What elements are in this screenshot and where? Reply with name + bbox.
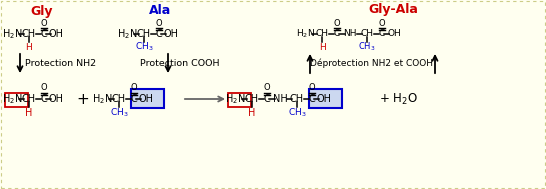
- Text: CH: CH: [360, 29, 373, 39]
- Text: $\mathsf{H_2N}$: $\mathsf{H_2N}$: [225, 92, 245, 106]
- Text: C: C: [334, 29, 340, 39]
- Text: Gly-Ala: Gly-Ala: [368, 2, 418, 15]
- Text: C: C: [40, 94, 48, 104]
- Text: O: O: [334, 19, 340, 28]
- Bar: [309, 89, 342, 108]
- Text: Protection COOH: Protection COOH: [140, 59, 219, 67]
- Text: C: C: [308, 94, 316, 104]
- Text: C: C: [156, 29, 162, 39]
- Text: OH: OH: [317, 94, 331, 104]
- Text: O: O: [130, 84, 137, 92]
- Text: NH: NH: [272, 94, 287, 104]
- Bar: [228, 93, 251, 107]
- Text: $\mathsf{CH_3}$: $\mathsf{CH_3}$: [135, 41, 153, 53]
- Text: OH: OH: [49, 29, 63, 39]
- Text: O: O: [41, 84, 48, 92]
- Text: CH: CH: [112, 94, 126, 104]
- Text: $\mathsf{H_2N}$: $\mathsf{H_2N}$: [295, 28, 314, 40]
- Text: $\mathsf{H_2N}$: $\mathsf{H_2N}$: [117, 27, 137, 41]
- Text: CH: CH: [290, 94, 304, 104]
- Text: C: C: [379, 29, 385, 39]
- Text: $\mathsf{CH_3}$: $\mathsf{CH_3}$: [358, 41, 376, 53]
- Text: CH: CH: [245, 94, 259, 104]
- Text: OH: OH: [163, 29, 179, 39]
- Text: +: +: [76, 91, 90, 106]
- Text: H: H: [25, 108, 33, 118]
- Text: O: O: [156, 19, 162, 28]
- Text: H: H: [248, 108, 256, 118]
- Text: OH: OH: [139, 94, 153, 104]
- Bar: [5, 93, 28, 107]
- Bar: [131, 89, 164, 108]
- Text: H: H: [319, 43, 325, 51]
- Text: C: C: [40, 29, 48, 39]
- Text: $\mathsf{CH_3}$: $\mathsf{CH_3}$: [288, 107, 306, 119]
- Text: NH: NH: [343, 29, 357, 39]
- Text: H: H: [26, 43, 32, 51]
- Text: O: O: [41, 19, 48, 28]
- Text: $\mathsf{H_2N}$: $\mathsf{H_2N}$: [92, 92, 112, 106]
- Text: $+\ \mathsf{H_2O}$: $+\ \mathsf{H_2O}$: [378, 91, 417, 107]
- Text: Déprotection NH2 et COOH: Déprotection NH2 et COOH: [311, 58, 434, 68]
- Text: $\mathsf{CH_3}$: $\mathsf{CH_3}$: [110, 107, 128, 119]
- Text: CH: CH: [316, 29, 329, 39]
- Text: Ala: Ala: [149, 5, 171, 18]
- Text: C: C: [264, 94, 270, 104]
- Text: CH: CH: [22, 94, 36, 104]
- Text: O: O: [308, 84, 315, 92]
- Text: OH: OH: [49, 94, 63, 104]
- Text: CH: CH: [22, 29, 36, 39]
- Text: O: O: [264, 84, 270, 92]
- Text: C: C: [130, 94, 138, 104]
- Text: $\mathsf{H_2N}$: $\mathsf{H_2N}$: [2, 27, 22, 41]
- Text: $\mathsf{H_2N}$: $\mathsf{H_2N}$: [2, 92, 22, 106]
- Text: OH: OH: [387, 29, 401, 39]
- Text: Protection NH2: Protection NH2: [25, 59, 96, 67]
- Text: O: O: [379, 19, 385, 28]
- Text: CH: CH: [137, 29, 151, 39]
- Text: Gly: Gly: [31, 5, 54, 18]
